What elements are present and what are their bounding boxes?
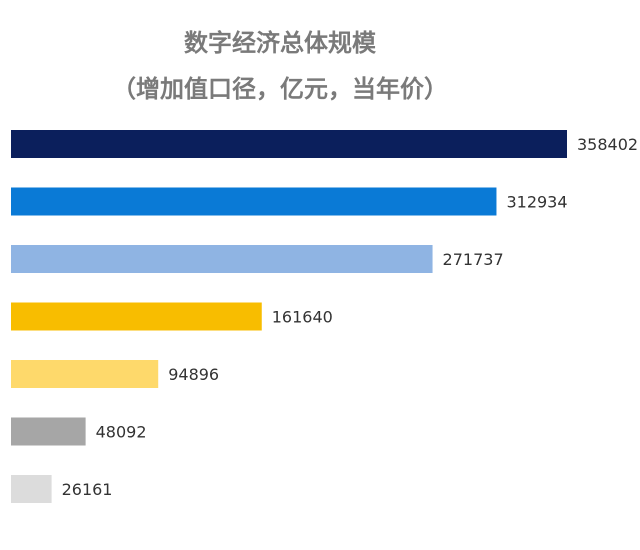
data-label-2: 312934: [506, 193, 567, 212]
data-label-7: 26161: [62, 480, 113, 499]
data-label-3: 271737: [443, 250, 504, 269]
data-label-5: 94896: [168, 365, 219, 384]
bar-5: [11, 360, 159, 388]
bar-4: [11, 302, 262, 331]
bar-1: [11, 130, 567, 158]
data-label-1: 358402: [577, 135, 638, 154]
chart-subtitle: （增加值口径，亿元，当年价）: [112, 75, 448, 103]
chart-title: 数字经济总体规模: [184, 29, 376, 57]
bar-6: [11, 417, 86, 446]
bar-3: [11, 245, 433, 273]
data-label-6: 48092: [96, 423, 147, 442]
bar-2: [11, 187, 497, 216]
data-label-4: 161640: [272, 308, 333, 327]
bar-7: [11, 475, 52, 503]
